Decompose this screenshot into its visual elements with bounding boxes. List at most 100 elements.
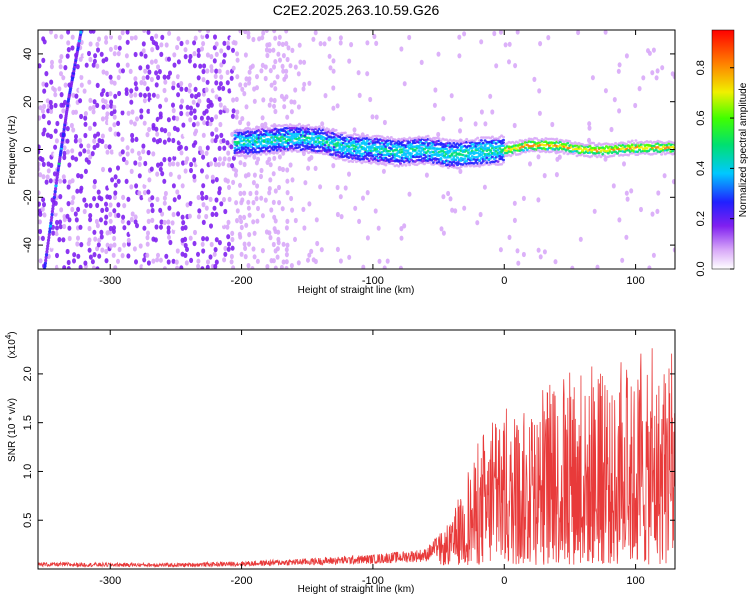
spectrogram-cell (70, 45, 75, 51)
spectrogram-cell (179, 104, 184, 110)
spectrogram-cell (502, 161, 505, 164)
spectrogram-cell (136, 150, 141, 156)
spectrogram-cell (54, 181, 59, 185)
spectrogram-cell (625, 142, 629, 146)
spectrogram-cell (79, 82, 84, 88)
spectrogram-cell (219, 62, 224, 68)
spectrogram-cell (49, 188, 54, 194)
spectrogram-cell (167, 205, 172, 211)
spectrogram-cell (219, 132, 224, 138)
spectrogram-cell (217, 85, 222, 91)
spectrogram-cell (167, 161, 172, 167)
spectrogram-cell (180, 183, 185, 189)
spectrogram-cell (126, 241, 131, 247)
spectrogram-cell (296, 71, 301, 77)
spectrogram-cell (202, 120, 207, 126)
spectrogram-cell (273, 188, 278, 194)
spectrogram-cell (146, 144, 151, 150)
spectrogram-cell (406, 149, 410, 152)
spectrogram-cell (105, 45, 110, 51)
spectrogram-cell (267, 186, 272, 192)
spectrogram-cell (361, 264, 366, 269)
spectrogram-cell (276, 51, 281, 57)
spectrogram-cell (133, 160, 138, 166)
spectrogram-cell (247, 232, 252, 238)
spectrogram-cell (135, 116, 139, 122)
spectrogram-cell (259, 153, 263, 156)
spectrogram-cell (560, 149, 564, 153)
spectrogram-cell (263, 64, 268, 70)
spectrogram-cell (201, 145, 206, 151)
spectrogram-cell (171, 258, 176, 264)
spectrogram-cell (196, 52, 201, 59)
spectrogram-cell (160, 211, 165, 217)
spectrogram-cell (476, 164, 480, 167)
spectrogram-cell (313, 258, 318, 265)
spectrogram-cell (214, 177, 219, 183)
spectrogram-cell (281, 241, 286, 247)
spectrogram-cell (612, 148, 616, 152)
spectrogram-cell (259, 130, 263, 134)
spectrogram-cell (671, 149, 675, 153)
spectrogram-cell (40, 48, 45, 54)
spectrogram-cell (214, 197, 219, 203)
spectrogram-cell (213, 34, 217, 40)
spectrogram-cell (38, 30, 42, 35)
spectrogram-cell (488, 93, 493, 99)
spectrogram-cell (130, 109, 135, 115)
spectrogram-cell (624, 234, 629, 240)
spectrogram-cell (158, 137, 162, 144)
spectrogram-cell (301, 206, 306, 212)
spectrogram-cell (285, 218, 290, 224)
spectrogram-cell (575, 150, 579, 153)
spectrogram-cell (537, 88, 542, 94)
spectrogram-cell (193, 114, 198, 121)
spectrogram-cell (58, 219, 63, 225)
spectrogram-cell (88, 213, 93, 219)
spectrogram-cell (83, 111, 88, 117)
spectrogram-cell (209, 64, 214, 70)
spectrogram-cell (272, 148, 276, 152)
spectrogram-cell (271, 241, 276, 248)
spectrogram-cell (660, 153, 664, 156)
spectrogram-cell (145, 74, 150, 80)
spectrogram-cell (139, 195, 144, 201)
spectrogram-cell (277, 200, 282, 206)
spectrogram-cell (373, 208, 378, 214)
spectrogram-cell (273, 108, 278, 115)
spectrogram-cell (654, 75, 659, 81)
spectrogram-cell (253, 148, 257, 152)
spectrogram-cell (498, 247, 503, 253)
spectrogram-cell (168, 239, 173, 246)
spectrogram-cell (181, 220, 186, 226)
spectrogram-cell (272, 103, 276, 109)
spectrogram-cell (174, 96, 179, 102)
spectrogram-cell (150, 65, 155, 71)
spectrogram-cell (277, 137, 281, 141)
spectrogram-cell (138, 243, 143, 249)
spectrogram-cell (120, 30, 125, 36)
spectrogram-cell (279, 93, 284, 99)
spectrogram-cell (163, 190, 168, 197)
spectrogram-cell (116, 178, 121, 184)
spectrogram-cell (661, 150, 665, 154)
spectrogram-cell (145, 264, 150, 269)
spectrogram-cell (239, 137, 242, 140)
spectrogram-cell (149, 35, 154, 42)
spectrogram-cell (41, 174, 46, 180)
spectrogram-cell (183, 252, 188, 258)
spectrogram-cell (293, 217, 298, 224)
spectrogram-cell (88, 254, 93, 260)
spectrogram-cell (54, 184, 58, 188)
spectrogram-cell (192, 240, 197, 247)
spectrogram-cell (189, 257, 194, 263)
spectrogram-cell (38, 33, 41, 40)
spectrogram-cell (129, 88, 134, 94)
spectrogram-cell (66, 47, 71, 53)
spectrogram-cell (112, 108, 117, 114)
spectrogram-cell (62, 178, 67, 184)
spectrogram-cell (107, 119, 112, 126)
spectrogram-cell (38, 228, 43, 235)
spectrogram-cell (357, 92, 362, 98)
spectrogram-cell (271, 258, 276, 264)
